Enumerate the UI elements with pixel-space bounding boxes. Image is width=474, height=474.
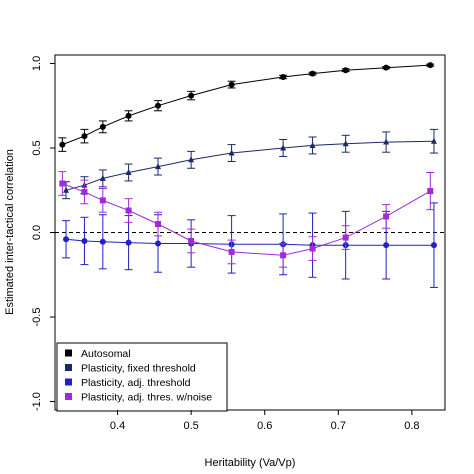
x-axis-title: Heritability (Va/Vp) — [205, 457, 296, 469]
data-point — [280, 144, 287, 151]
y-tick-label: 0.5 — [31, 140, 43, 155]
data-point — [383, 213, 390, 220]
data-point — [188, 92, 195, 99]
x-tick-label: 0.5 — [183, 420, 198, 432]
data-point — [81, 188, 88, 195]
data-point — [125, 168, 132, 175]
data-point — [99, 197, 106, 204]
data-point — [383, 242, 390, 249]
data-point — [430, 137, 437, 144]
data-point — [430, 242, 437, 249]
legend-label: Plasticity, adj. threshold — [81, 377, 191, 389]
data-point — [309, 70, 316, 77]
legend-swatch — [65, 349, 72, 357]
series-0 — [58, 62, 435, 152]
data-point — [309, 141, 316, 148]
data-point — [228, 149, 235, 156]
y-tick-label: -1.0 — [31, 392, 43, 411]
data-point — [99, 238, 106, 245]
x-tick-label: 0.8 — [404, 420, 419, 432]
series-line — [62, 64, 431, 146]
legend-box — [56, 342, 228, 412]
data-point — [59, 141, 66, 148]
data-point — [280, 73, 287, 80]
x-tick-label: 0.4 — [110, 420, 125, 432]
data-point — [427, 62, 434, 69]
series-3 — [58, 171, 435, 268]
legend-swatch — [65, 393, 72, 400]
data-point — [188, 156, 195, 163]
data-point — [125, 239, 132, 246]
data-point — [99, 174, 106, 181]
x-tick-label: 0.6 — [257, 420, 272, 432]
y-axis-title: Estimated inter-tactical correlation — [4, 149, 16, 315]
data-point — [228, 81, 235, 88]
series-line — [62, 183, 431, 256]
y-tick-label: -0.5 — [31, 308, 43, 327]
series-line — [65, 238, 434, 246]
legend-label: Plasticity, adj. thres. w/noise — [81, 391, 212, 403]
data-point — [309, 245, 316, 252]
x-tick-label: 0.7 — [331, 420, 346, 432]
legend-label: Plasticity, fixed threshold — [81, 362, 196, 374]
data-point — [280, 252, 287, 259]
data-point — [63, 236, 70, 243]
legend-swatch — [65, 364, 72, 371]
data-point — [155, 102, 162, 109]
data-point — [188, 237, 195, 244]
data-point — [125, 207, 132, 214]
data-point — [383, 64, 390, 71]
legend-swatch — [65, 378, 72, 386]
plot-area — [55, 62, 445, 288]
y-tick-label: 0.0 — [31, 225, 43, 240]
data-point — [81, 133, 88, 140]
legend: Autosomal Plasticity, fixed threshold Plas… — [56, 342, 228, 412]
series-line — [65, 140, 435, 191]
data-point — [155, 163, 162, 170]
data-point — [383, 138, 390, 145]
data-point — [63, 186, 70, 193]
data-point — [155, 221, 162, 228]
data-point — [427, 188, 434, 195]
data-point — [59, 180, 66, 187]
data-point — [155, 240, 162, 247]
data-point — [342, 67, 349, 74]
data-point — [99, 123, 106, 130]
data-point — [342, 234, 349, 241]
data-point — [81, 237, 88, 244]
data-point — [125, 112, 132, 119]
data-point — [342, 140, 349, 147]
y-tick-label: 1.0 — [31, 56, 43, 71]
data-point — [228, 248, 235, 255]
legend-label: Autosomal — [81, 348, 131, 360]
series-1 — [62, 128, 438, 200]
